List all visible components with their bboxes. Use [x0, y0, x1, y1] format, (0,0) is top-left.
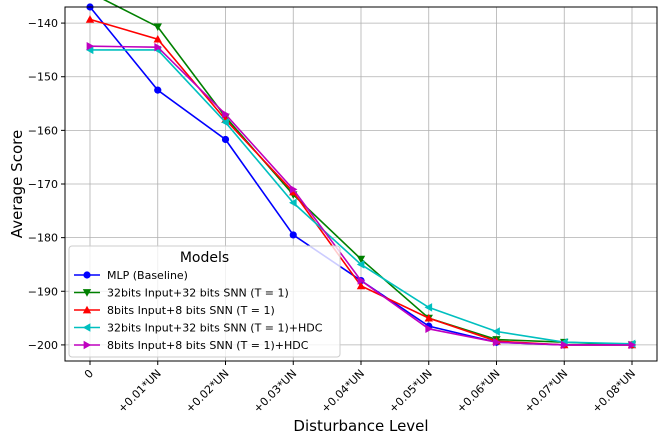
x-tick-label: +0.04*UN — [319, 367, 367, 415]
legend-box — [68, 245, 341, 358]
x-tick-label: 0 — [82, 367, 96, 381]
data-point — [221, 135, 230, 144]
data-point — [153, 34, 162, 43]
legend-item: MLP (Baseline) — [74, 269, 188, 282]
data-point — [86, 41, 95, 51]
data-point — [154, 43, 162, 52]
data-point — [289, 185, 298, 194]
data-point — [357, 276, 366, 285]
data-point — [356, 260, 365, 269]
y-tick-label: −190 — [28, 285, 58, 298]
data-point — [85, 15, 95, 23]
legend-title: Models — [180, 250, 229, 266]
grid — [65, 7, 657, 361]
legend-item: 32bits Input+32 bits SNN (T = 1)+HDC — [74, 322, 323, 335]
x-axis-label: Disturbance Level — [293, 417, 428, 435]
legend-marker — [83, 340, 92, 350]
legend-marker — [82, 289, 92, 297]
data-point — [424, 303, 433, 312]
series-layer — [85, 0, 637, 350]
y-axis-label: Average Score — [8, 130, 26, 238]
legend: Models MLP (Baseline) 32bits Input+32 bit… — [68, 245, 341, 358]
data-point — [492, 327, 500, 336]
legend-label: 32bits Input+32 bits SNN (T = 1) — [107, 287, 289, 300]
x-tick-label: +0.01*UN — [115, 367, 163, 415]
y-tick-label: −150 — [28, 71, 58, 84]
y-tick-label: −140 — [28, 17, 58, 30]
data-point — [425, 324, 433, 334]
data-point — [85, 45, 94, 55]
data-point — [221, 118, 229, 127]
data-point — [289, 231, 297, 239]
data-point — [289, 198, 297, 207]
y-tick-label: −180 — [28, 232, 58, 245]
y-tick-label: −200 — [28, 339, 58, 352]
legend-marker — [82, 323, 91, 332]
y-tick-label: −170 — [28, 178, 58, 191]
x-tick-label: +0.06*UN — [454, 367, 502, 415]
data-point — [493, 338, 501, 347]
data-point — [356, 255, 366, 264]
data-point — [222, 110, 230, 119]
data-point — [154, 86, 162, 94]
legend-items: MLP (Baseline) 32bits Input+32 bits SNN (… — [74, 269, 323, 352]
x-tick-label: +0.02*UN — [183, 367, 231, 415]
data-point — [356, 281, 366, 290]
x-tick-label: +0.08*UN — [590, 367, 638, 415]
x-tick-label: +0.05*UN — [386, 367, 434, 415]
x-tick-label: +0.07*UN — [522, 367, 570, 415]
legend-marker — [83, 271, 91, 279]
data-point — [153, 23, 162, 32]
legend-item: 32bits Input+32 bits SNN (T = 1) — [74, 287, 289, 300]
legend-label: MLP (Baseline) — [107, 269, 188, 282]
data-point — [560, 340, 569, 350]
legend-item: 8bits Input+8 bits SNN (T = 1) — [74, 304, 275, 317]
legend-marker — [82, 305, 92, 314]
legend-label: 32bits Input+32 bits SNN (T = 1)+HDC — [107, 322, 323, 335]
y-tick-label: −160 — [28, 124, 58, 137]
series-5 — [86, 41, 637, 350]
data-point — [628, 340, 637, 350]
legend-label: 8bits Input+8 bits SNN (T = 1)+HDC — [107, 339, 309, 352]
x-tick-label: +0.03*UN — [251, 367, 299, 415]
data-point — [424, 313, 433, 322]
legend-label: 8bits Input+8 bits SNN (T = 1) — [107, 304, 275, 317]
legend-item: 8bits Input+8 bits SNN (T = 1)+HDC — [74, 339, 309, 352]
